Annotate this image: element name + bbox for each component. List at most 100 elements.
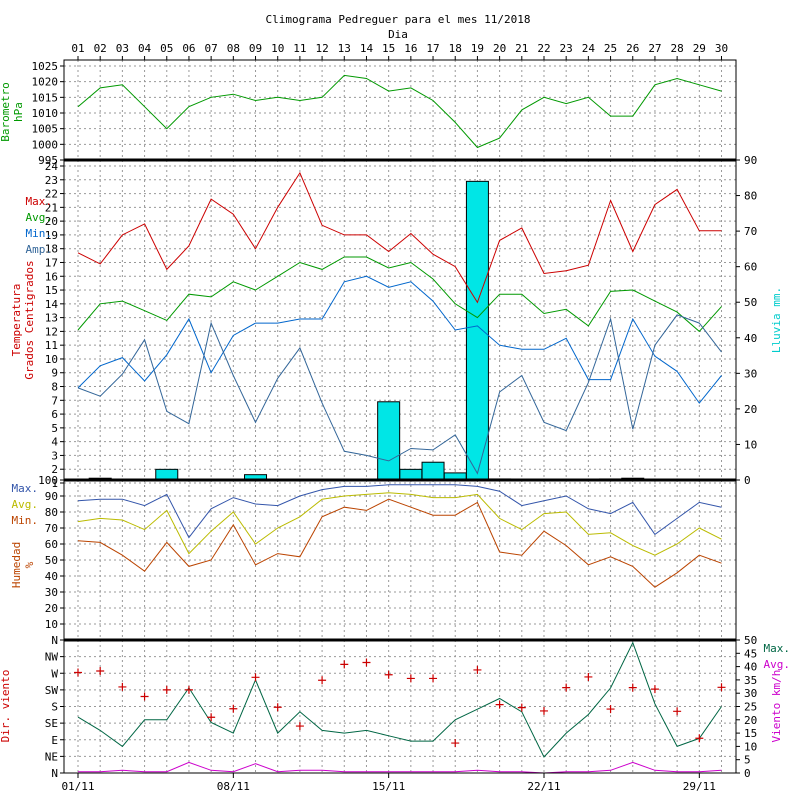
y-tick-label: 11 [45,339,58,352]
y-tick-label: 8 [51,381,58,394]
wind-speed-axis-title: Viento km/h [770,670,783,743]
y-tick-label: 17 [45,256,58,269]
day-label: 23 [560,42,573,55]
y-tick-label: 20 [45,215,58,228]
humidity-hum_min-line [77,498,722,588]
y-tick-label: 1025 [32,60,59,73]
y-tick-label: 30 [45,586,58,599]
wind-direction-marker [695,734,704,743]
day-label: 26 [626,42,639,55]
axes [60,56,740,778]
pressure-line [77,74,722,149]
y-tick-label: 60 [45,538,58,551]
day-label: 07 [205,42,218,55]
y2-tick-label: 50 [744,296,757,309]
y-tick-label: 995 [38,154,58,167]
wind-direction-marker [118,682,127,691]
wind-legend-1: Avg. [764,658,791,671]
y-tick-label: 24 [45,160,59,173]
y-tick-label: 7 [51,394,58,407]
wind-wind_max-line [77,641,722,758]
rain-axis-title: Lluvia mm. [770,287,783,353]
date-label: 01/11 [61,780,94,793]
temp-axis-title: Grados Centigrados [23,260,36,379]
y2-tick-label: 30 [744,367,757,380]
wind-direction-marker [140,692,149,701]
temp-legend-3: Amp. [26,243,53,256]
y-tick-label: 1 [51,477,58,490]
y-tick-label: 21 [45,201,58,214]
day-label: 28 [671,42,684,55]
y-tick-label: 13 [45,312,58,325]
temp-amp-line [77,314,722,475]
y2-tick-label: 60 [744,261,757,274]
wind-direction-marker [384,670,393,679]
wind-direction-marker [251,673,260,682]
temp-avg-line [77,256,722,333]
y2-tick-label: 15 [744,727,757,740]
date-label: 15/11 [372,780,405,793]
day-label: 04 [138,42,152,55]
y-tick-label: 22 [45,188,58,201]
wind-direction-marker [562,683,571,692]
y-tick-label: 50 [45,554,58,567]
y-tick-label: N [51,634,58,647]
y-tick-label: 100 [38,474,58,487]
day-label: 24 [582,42,596,55]
wind-axis-title: Dir. viento [0,670,12,743]
y-tick-label: 80 [45,506,58,519]
wind-direction-marker [295,722,304,731]
humidity-axis-title: % [23,561,36,568]
y-tick-label: E [51,734,58,747]
humidity-legend-2: Min. [12,514,39,527]
day-label: 14 [360,42,374,55]
y2-tick-label: 40 [744,332,757,345]
y-tick-label: NE [45,750,58,763]
y-tick-label: 1005 [32,123,59,136]
y-tick-label: 1020 [32,76,59,89]
day-label: 16 [404,42,417,55]
y-tick-label: W [51,667,58,680]
day-label: 20 [493,42,506,55]
humidity-hum_max-line [77,484,722,539]
day-label: 01 [71,42,84,55]
humidity-legend-1: Avg. [12,498,39,511]
rain-bar [155,468,179,481]
humidity-hum_avg-line [77,492,722,556]
y-tick-label: SE [45,717,58,730]
wind-direction-marker [717,683,726,692]
wind-direction-marker [229,704,238,713]
y2-tick-label: 10 [744,438,757,451]
date-label: 08/11 [217,780,250,793]
wind-direction-marker [584,672,593,681]
y-tick-label: 90 [45,490,58,503]
y-tick-label: 40 [45,570,58,583]
rain-bar [465,180,489,481]
wind-direction-marker [517,703,526,712]
wind-direction-marker [362,658,371,667]
y-tick-label: 10 [45,353,58,366]
day-label: 13 [338,42,351,55]
y2-tick-label: 70 [744,225,757,238]
temp-legend-0: Max. [26,195,53,208]
day-label: 10 [271,42,284,55]
wind-direction-marker [273,703,282,712]
date-label: 22/11 [527,780,560,793]
wind-direction-marker [207,713,216,722]
day-label: 22 [537,42,550,55]
y-tick-label: 18 [45,243,58,256]
y-tick-label: 19 [45,229,58,242]
wind-direction-marker [539,706,548,715]
day-label: 18 [449,42,462,55]
wind-direction-marker [673,707,682,716]
day-label: 21 [515,42,528,55]
day-label: 09 [249,42,262,55]
day-label: 29 [693,42,706,55]
y2-tick-label: 35 [744,674,757,687]
y-tick-label: 70 [45,522,58,535]
wind-direction-marker [96,667,105,676]
date-label: 29/11 [683,780,716,793]
wind-legend-0: Max. [764,642,791,655]
day-label: 08 [227,42,240,55]
